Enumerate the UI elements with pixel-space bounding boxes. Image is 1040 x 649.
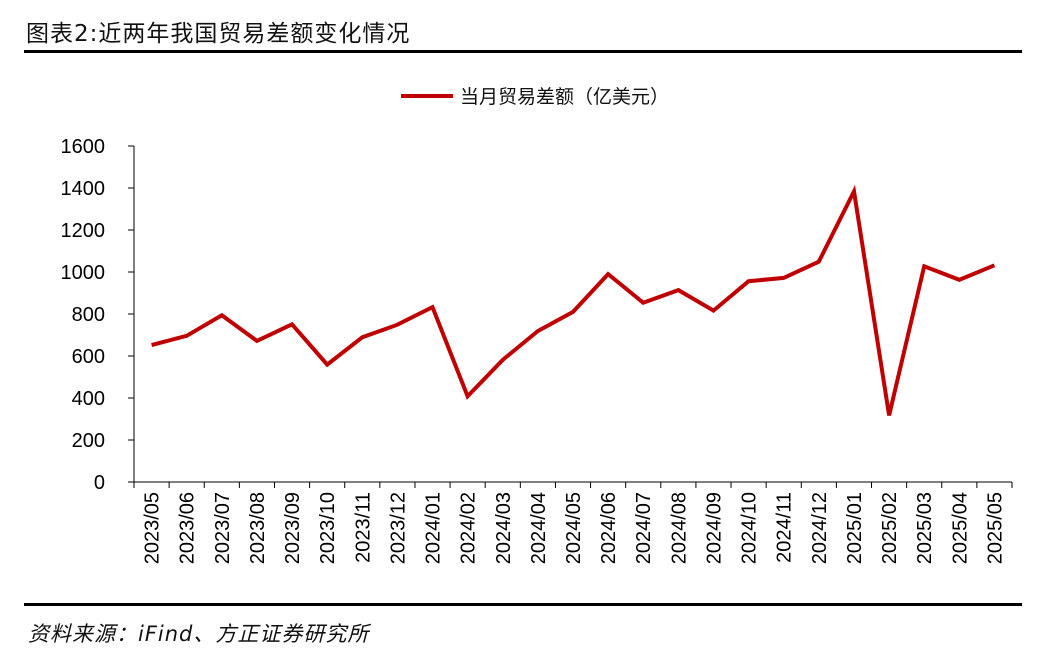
x-tick-label: 2024/11 (774, 492, 796, 563)
x-tick-label: 2025/03 (914, 492, 936, 564)
y-tick-label: 600 (72, 346, 105, 368)
x-axis-ticks: 2023/05 2023/06 2023/07 2023/08 2023/09 2023/… (133, 482, 1013, 564)
legend: 当月贸易差额（亿美元） (401, 86, 669, 108)
x-tick-label: 2025/05 (984, 492, 1006, 564)
x-tick-label: 2024/03 (493, 492, 515, 564)
figure-title: 图表2:近两年我国贸易差额变化情况 (26, 21, 411, 47)
y-tick-label: 1600 (61, 136, 106, 158)
y-tick-label: 400 (72, 388, 105, 410)
x-tick-label: 2023/11 (352, 492, 374, 563)
y-tick-label: 800 (72, 304, 105, 326)
x-tick-label: 2024/08 (668, 492, 690, 564)
x-tick-label: 2025/02 (879, 492, 901, 564)
y-tick-label: 1000 (61, 262, 106, 284)
series-group (151, 184, 996, 416)
x-tick-label: 2023/12 (387, 492, 409, 564)
x-tick-label: 2024/07 (633, 492, 655, 564)
y-tick-label: 0 (94, 472, 105, 494)
x-tick-label: 2024/06 (598, 492, 620, 564)
x-tick-label: 2024/04 (528, 492, 550, 564)
y-tick-label: 200 (72, 430, 105, 452)
y-axis-ticks: 0 200 400 600 800 1000 1200 1400 1600 (61, 136, 134, 494)
x-tick-label: 2023/06 (177, 492, 199, 564)
bottom-divider (24, 603, 1022, 606)
y-tick-label: 1400 (61, 178, 106, 200)
x-tick-label: 2023/07 (212, 492, 234, 564)
source-note: 资料来源：iFind、方正证券研究所 (28, 622, 370, 646)
legend-label: 当月贸易差额（亿美元） (460, 86, 669, 108)
x-tick-label: 2023/09 (282, 492, 304, 564)
x-tick-label: 2025/01 (844, 492, 866, 564)
x-tick-label: 2024/12 (809, 492, 831, 564)
x-tick-label: 2024/09 (703, 492, 725, 564)
x-tick-label: 2024/05 (563, 492, 585, 564)
x-tick-label: 2024/01 (423, 492, 445, 564)
x-tick-label: 2025/04 (949, 492, 971, 564)
x-tick-label: 2023/08 (247, 492, 269, 564)
x-tick-label: 2024/02 (458, 492, 480, 564)
x-tick-label: 2023/10 (317, 492, 339, 564)
series-line-trade-balance (151, 184, 996, 416)
x-tick-label: 2023/05 (142, 492, 164, 564)
top-divider (24, 50, 1022, 53)
x-tick-label: 2024/10 (739, 492, 761, 564)
y-tick-label: 1200 (61, 220, 106, 242)
